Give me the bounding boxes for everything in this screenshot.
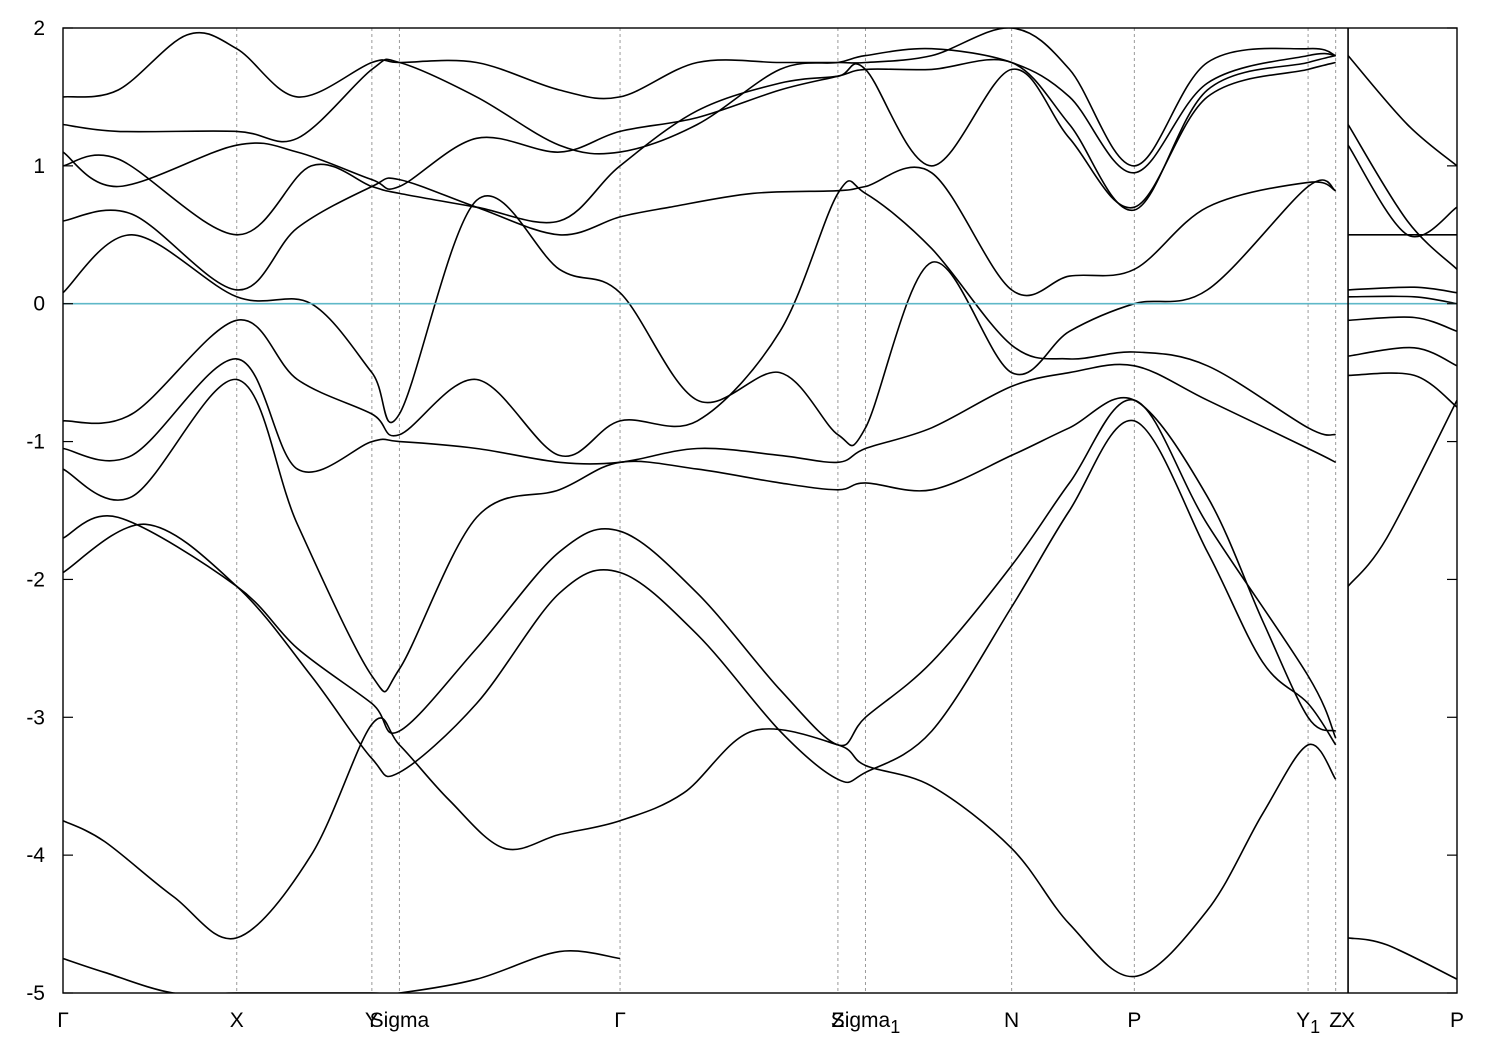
x-tick-label-10: Z	[1329, 1009, 1342, 1032]
k-point-gridlines	[236, 28, 1337, 993]
band-11	[63, 47, 1336, 174]
x-tick-label-12: P	[1450, 1009, 1464, 1032]
band-6	[63, 180, 1336, 458]
y-tick-label-6: 1	[33, 155, 45, 178]
band-16	[1347, 346, 1457, 367]
y-tick-label-2: -3	[26, 706, 45, 729]
band-19	[1348, 286, 1457, 294]
band-23	[1347, 55, 1457, 167]
plot-frame	[62, 27, 1458, 994]
band-4	[63, 378, 1337, 732]
band-7	[63, 179, 1337, 447]
x-tick-label-5: Z	[831, 1009, 844, 1032]
band-2	[63, 419, 1337, 784]
x-tick-label-8: P	[1127, 1009, 1141, 1032]
x-tick-label-9: Y1	[1296, 1009, 1320, 1037]
band-13	[1347, 937, 1457, 980]
y-axis-ticks: -5 -4 -3 -2 -1 0 1 2	[26, 17, 1457, 1005]
x-tick-label-0: Γ	[57, 1009, 69, 1032]
y-tick-label-4: -1	[26, 431, 45, 454]
y-tick-label-7: 2	[33, 17, 45, 40]
y-tick-label-5: 0	[33, 293, 45, 316]
x-tick-label-3: Sigma	[370, 1009, 430, 1032]
band-22	[1347, 124, 1457, 270]
band-18	[1348, 295, 1457, 305]
band-14	[1347, 399, 1457, 587]
x-tick-label-2: Y	[365, 1009, 379, 1032]
y-tick-label-1: -4	[26, 844, 45, 867]
x-tick-label-7: N	[1004, 1009, 1019, 1032]
x-tick-label-1: X	[230, 1009, 244, 1032]
x-tick-label-6: Sigma1	[831, 1009, 901, 1037]
y-tick-label-0: -5	[26, 982, 45, 1005]
band-9	[63, 61, 1336, 236]
band-1	[63, 717, 1337, 978]
y-tick-label-3: -2	[26, 568, 45, 591]
x-tick-label-4: Γ	[614, 1009, 626, 1032]
band-17	[1348, 316, 1457, 333]
x-tick-label-11: X	[1341, 1009, 1355, 1032]
band-3	[63, 399, 1337, 747]
band-21	[1347, 144, 1457, 238]
band-5	[63, 358, 1337, 473]
band-10	[63, 54, 1336, 211]
band-15	[1348, 372, 1457, 408]
band-lines	[63, 28, 1457, 993]
band-8	[63, 166, 1337, 297]
band-12	[63, 28, 1336, 167]
band-0	[63, 950, 621, 993]
